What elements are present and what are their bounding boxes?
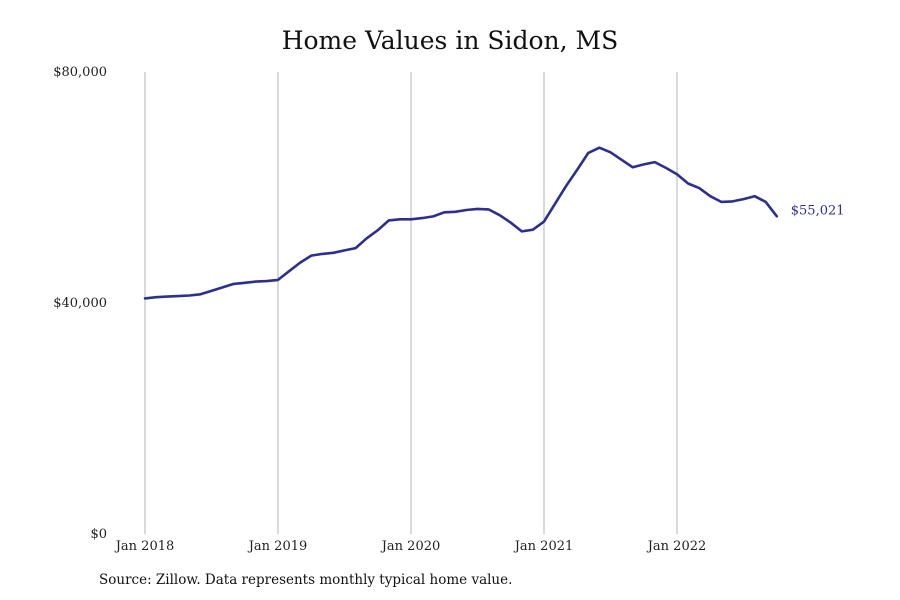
x-tick-label: Jan 2020 [380,539,441,554]
data-points [144,147,777,299]
end-value-label: $55,021 [791,203,845,218]
x-tick-label: Jan 2021 [513,539,574,554]
source-note: Source: Zillow. Data represents monthly … [99,572,513,588]
y-tick-label: $40,000 [53,296,107,311]
x-axis-ticks: Jan 2018 Jan 2019 Jan 2020 Jan 2021 Jan 2022 [114,539,707,554]
x-tick-label: Jan 2018 [114,539,175,554]
y-tick-label: $0 [90,527,107,542]
x-tick-label: Jan 2022 [646,539,707,554]
y-axis-ticks: $0 $40,000 $80,000 [53,65,107,542]
home-value-line [143,146,779,300]
y-tick-label: $80,000 [53,65,107,80]
grid-lines [144,72,678,534]
chart-title: Home Values in Sidon, MS [281,26,619,55]
x-tick-label: Jan 2019 [247,539,308,554]
